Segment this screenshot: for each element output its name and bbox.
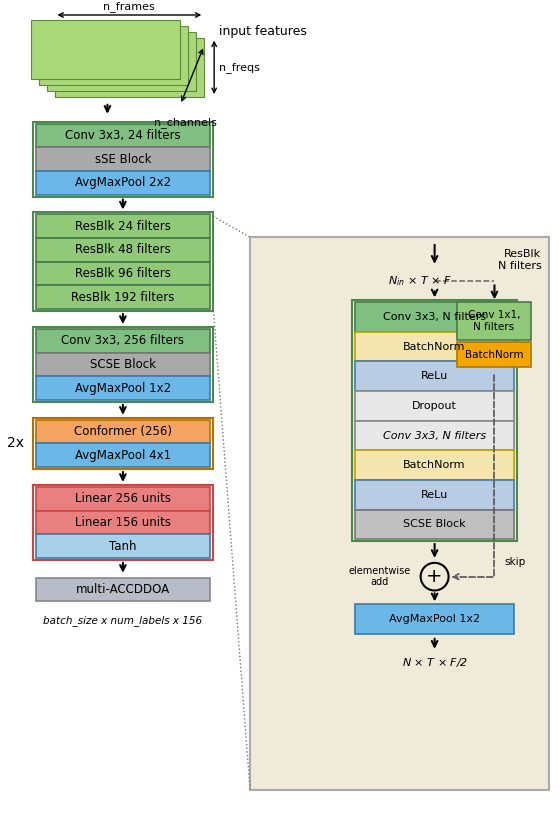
FancyBboxPatch shape	[36, 329, 210, 353]
Text: $N_{in}$ × $T$ × $F$: $N_{in}$ × $T$ × $F$	[388, 274, 451, 289]
FancyBboxPatch shape	[456, 342, 531, 368]
Text: 2x: 2x	[7, 436, 24, 450]
Text: sSE Block: sSE Block	[95, 153, 151, 166]
FancyBboxPatch shape	[355, 332, 515, 361]
Text: $N$ × $T$ × $F$/2: $N$ × $T$ × $F$/2	[402, 656, 468, 669]
FancyBboxPatch shape	[355, 480, 515, 510]
FancyBboxPatch shape	[36, 376, 210, 400]
Text: BatchNorm: BatchNorm	[403, 460, 466, 470]
Text: Linear 156 units: Linear 156 units	[75, 516, 171, 529]
Text: input features: input features	[219, 25, 307, 38]
FancyBboxPatch shape	[36, 238, 210, 262]
FancyBboxPatch shape	[36, 148, 210, 171]
FancyBboxPatch shape	[250, 237, 549, 790]
FancyBboxPatch shape	[36, 487, 210, 510]
FancyBboxPatch shape	[36, 353, 210, 376]
Text: ReLu: ReLu	[421, 490, 448, 500]
FancyBboxPatch shape	[36, 285, 210, 309]
FancyBboxPatch shape	[355, 420, 515, 450]
Text: BatchNorm: BatchNorm	[403, 342, 466, 352]
FancyBboxPatch shape	[36, 578, 210, 601]
Text: BatchNorm: BatchNorm	[465, 349, 523, 359]
Text: ResBlk 48 filters: ResBlk 48 filters	[75, 244, 171, 256]
Text: n_channels: n_channels	[154, 117, 217, 128]
FancyBboxPatch shape	[31, 20, 180, 79]
Text: AvgMaxPool 1x2: AvgMaxPool 1x2	[75, 382, 171, 394]
FancyBboxPatch shape	[355, 605, 515, 634]
Text: Conv 3x3, 256 filters: Conv 3x3, 256 filters	[62, 334, 184, 347]
Text: AvgMaxPool 1x2: AvgMaxPool 1x2	[389, 614, 480, 624]
FancyBboxPatch shape	[355, 302, 515, 332]
Text: Dropout: Dropout	[412, 401, 457, 411]
Text: Tanh: Tanh	[109, 540, 137, 553]
FancyBboxPatch shape	[36, 262, 210, 285]
Text: Conv 1x1,
N filters: Conv 1x1, N filters	[468, 310, 520, 332]
FancyBboxPatch shape	[36, 510, 210, 535]
FancyBboxPatch shape	[456, 302, 531, 339]
Text: n_freqs: n_freqs	[219, 62, 260, 73]
FancyBboxPatch shape	[36, 535, 210, 558]
FancyBboxPatch shape	[36, 444, 210, 467]
Text: Conv 3x3, N filters: Conv 3x3, N filters	[383, 430, 486, 440]
Text: +: +	[426, 567, 443, 586]
Text: Conv 3x3, 24 filters: Conv 3x3, 24 filters	[65, 129, 181, 142]
Text: ResBlk 96 filters: ResBlk 96 filters	[75, 267, 171, 280]
Text: elementwise
add: elementwise add	[349, 565, 411, 587]
Text: multi-ACCDDOA: multi-ACCDDOA	[76, 583, 170, 596]
FancyBboxPatch shape	[355, 391, 515, 420]
FancyBboxPatch shape	[54, 38, 204, 97]
Text: n_frames: n_frames	[104, 1, 155, 12]
Text: ResBlk 192 filters: ResBlk 192 filters	[71, 291, 175, 304]
FancyBboxPatch shape	[36, 171, 210, 194]
Text: Conv 3x3, N filters: Conv 3x3, N filters	[383, 312, 486, 322]
FancyBboxPatch shape	[355, 361, 515, 391]
Text: SCSE Block: SCSE Block	[403, 520, 466, 530]
FancyBboxPatch shape	[36, 420, 210, 444]
Text: Conformer (256): Conformer (256)	[74, 425, 172, 438]
Text: Linear 256 units: Linear 256 units	[75, 492, 171, 505]
Text: AvgMaxPool 2x2: AvgMaxPool 2x2	[75, 176, 171, 189]
Text: skip: skip	[505, 557, 526, 567]
FancyBboxPatch shape	[355, 450, 515, 480]
FancyBboxPatch shape	[39, 26, 188, 85]
FancyBboxPatch shape	[355, 510, 515, 539]
Text: SCSE Block: SCSE Block	[90, 358, 156, 371]
Text: batch_size x num_labels x 156: batch_size x num_labels x 156	[43, 615, 203, 626]
FancyBboxPatch shape	[46, 32, 196, 91]
Text: ResBlk 24 filters: ResBlk 24 filters	[75, 219, 171, 233]
FancyBboxPatch shape	[36, 123, 210, 148]
FancyBboxPatch shape	[36, 214, 210, 238]
Text: ReLu: ReLu	[421, 371, 448, 381]
Text: ResBlk
N filters: ResBlk N filters	[498, 249, 542, 270]
Text: AvgMaxPool 4x1: AvgMaxPool 4x1	[75, 449, 171, 462]
